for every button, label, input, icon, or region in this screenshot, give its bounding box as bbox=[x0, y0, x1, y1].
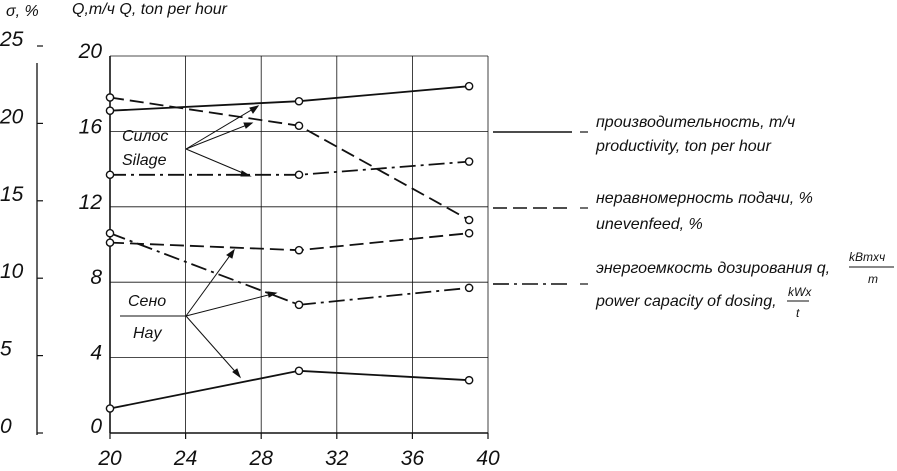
hay-dashdot-point bbox=[294, 300, 304, 310]
y-left-tick-label: 15 bbox=[0, 183, 24, 206]
legend-unevenfeed-ru: неравномерность подачи, % bbox=[596, 190, 813, 207]
hay-solid-point bbox=[464, 375, 474, 385]
hay-pointers bbox=[120, 248, 278, 379]
legend-energy-en-frac-den: t bbox=[796, 306, 800, 320]
silage-solid-point bbox=[105, 106, 115, 115]
hay-dashed-point bbox=[105, 238, 115, 247]
y-left-tick-label: 20 bbox=[0, 105, 24, 128]
right-axis-title: Q,m/ч Q, ton per hour bbox=[72, 1, 228, 18]
hay-dashed-series-line bbox=[109, 232, 470, 252]
y-left-tick-label: 10 bbox=[0, 260, 24, 283]
hay-solid-point bbox=[105, 404, 115, 413]
silage-solid-point bbox=[294, 96, 304, 106]
hay-solid-point bbox=[294, 366, 304, 376]
legend-energy-en-frac-num: kWx bbox=[788, 285, 812, 299]
x-tick-label: 28 bbox=[249, 447, 274, 470]
hay-label-ru: Сено bbox=[128, 293, 166, 310]
y-right-tick-label: 8 bbox=[90, 266, 102, 289]
x-tick-label: 20 bbox=[97, 447, 122, 470]
hay-dashdot-series-line bbox=[109, 232, 470, 306]
silage-solid-series-line bbox=[109, 85, 470, 112]
hay-solid-series-line bbox=[109, 369, 470, 410]
legend-energy-ru-frac-num: kBmxч bbox=[849, 250, 885, 264]
hay-dashdot-point bbox=[105, 228, 115, 238]
legend-unevenfeed-en: unevenfeed, % bbox=[596, 216, 703, 233]
silage-label-ru: Силос bbox=[122, 128, 168, 145]
silage-dashed-point bbox=[464, 215, 474, 225]
y-left-tick-label: 25 bbox=[0, 28, 24, 51]
silage-dashdot-point bbox=[105, 170, 115, 180]
hay-label-en: Hay bbox=[133, 325, 162, 342]
legend-energy-ru: энергоемкость дозирования q, bbox=[596, 260, 830, 277]
tick-labels: 20 24 28 32 36 40 0 4 8 12 16 20 0 5 10 15 20 25 bbox=[0, 28, 500, 470]
legend-productivity-en: productivity, ton per hour bbox=[595, 138, 772, 155]
y-right-tick-label: 16 bbox=[79, 115, 103, 138]
silage-dashdot-point bbox=[294, 170, 304, 180]
series-group bbox=[105, 81, 474, 413]
y-left-tick-label: 0 bbox=[0, 415, 12, 438]
legend-energy-ru-frac-den: m bbox=[868, 272, 878, 286]
silage-pointers bbox=[185, 105, 260, 177]
legend-productivity-ru: производительность, m/ч bbox=[596, 114, 795, 131]
grid bbox=[37, 45, 489, 439]
legend: производительность, m/ч productivity, to… bbox=[493, 114, 894, 320]
y-right-tick-label: 0 bbox=[90, 415, 102, 438]
y-right-tick-label: 12 bbox=[79, 191, 103, 214]
y-right-tick-label: 4 bbox=[90, 342, 102, 365]
silage-solid-point bbox=[464, 81, 474, 91]
silage-label-en: Silage bbox=[122, 152, 167, 169]
hay-dashdot-point bbox=[464, 283, 474, 293]
left-axis-title: σ, % bbox=[6, 3, 39, 20]
y-left-tick-label: 5 bbox=[0, 338, 12, 361]
y-right-tick-label: 20 bbox=[78, 40, 103, 63]
x-tick-label: 24 bbox=[173, 447, 197, 470]
hay-dashed-point bbox=[464, 228, 474, 238]
legend-energy-en: power capacity of dosing, bbox=[595, 293, 777, 310]
hay-dashed-point bbox=[294, 245, 304, 255]
silage-dashed-point bbox=[294, 121, 304, 131]
silage-dashed-point bbox=[105, 93, 115, 102]
x-tick-label: 36 bbox=[401, 447, 425, 470]
x-tick-label: 32 bbox=[325, 447, 349, 470]
silage-dashdot-point bbox=[464, 157, 474, 166]
x-tick-label: 40 bbox=[476, 447, 500, 470]
